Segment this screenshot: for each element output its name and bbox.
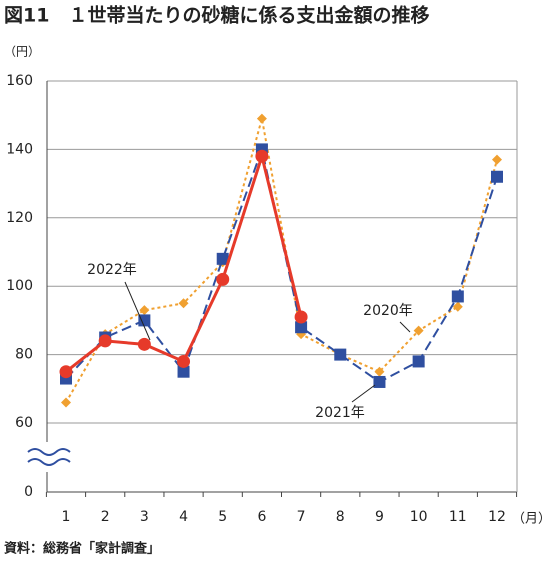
annotation: 2021年 xyxy=(315,405,365,421)
y-tick-label: 160 xyxy=(6,73,33,89)
y-tick-label: 60 xyxy=(15,415,33,431)
marker xyxy=(178,298,189,309)
marker xyxy=(295,321,308,334)
y-tick-label: 0 xyxy=(24,484,33,500)
annotation-leader xyxy=(124,281,151,341)
marker xyxy=(177,365,190,378)
marker xyxy=(216,252,229,265)
x-tick-label: 9 xyxy=(375,509,384,525)
marker xyxy=(138,314,151,327)
marker xyxy=(255,149,269,163)
marker xyxy=(334,348,347,361)
x-tick-label: 5 xyxy=(218,509,227,525)
marker xyxy=(294,310,308,324)
marker xyxy=(59,365,73,379)
x-tick-label: 4 xyxy=(179,509,188,525)
x-tick-label: 10 xyxy=(410,509,428,525)
x-tick-label: 1 xyxy=(62,509,71,525)
source: 資料：総務省「家計調査」 xyxy=(4,541,160,557)
y-tick-label: 140 xyxy=(6,141,33,157)
y-unit: （円） xyxy=(4,45,40,59)
annotation: 2020年 xyxy=(363,303,413,319)
x-tick-label: 7 xyxy=(297,509,306,525)
marker xyxy=(492,154,502,165)
marker xyxy=(452,301,463,312)
marker xyxy=(98,334,112,348)
marker xyxy=(177,354,191,368)
x-tick-label: 11 xyxy=(449,509,467,525)
marker xyxy=(256,113,267,124)
x-tick-label: 6 xyxy=(257,509,266,525)
x-tick-label: 12 xyxy=(488,509,506,525)
series-line xyxy=(65,145,498,384)
axis-break xyxy=(27,448,71,466)
marker xyxy=(374,366,385,377)
x-tick-label: 2 xyxy=(101,509,110,525)
y-tick-label: 80 xyxy=(15,347,33,363)
marker xyxy=(61,397,71,408)
x-unit: （月） xyxy=(512,512,544,527)
marker xyxy=(139,305,150,316)
y-tick-label: 120 xyxy=(6,210,33,226)
marker xyxy=(412,355,425,368)
y-tick-label: 100 xyxy=(6,278,33,294)
annotation: 2022年 xyxy=(87,262,137,278)
marker xyxy=(373,375,386,388)
annotation-leader xyxy=(351,384,376,403)
marker xyxy=(137,337,151,351)
x-tick-label: 3 xyxy=(140,509,149,525)
chart-title: 図11 １世帯当たりの砂糖に係る支出金額の推移 xyxy=(4,4,429,27)
series-line xyxy=(65,118,498,403)
marker xyxy=(451,290,464,303)
marker xyxy=(491,170,503,183)
annotation-leader xyxy=(399,321,411,333)
x-tick-label: 8 xyxy=(336,509,345,525)
marker xyxy=(216,272,230,286)
marker xyxy=(413,325,424,336)
